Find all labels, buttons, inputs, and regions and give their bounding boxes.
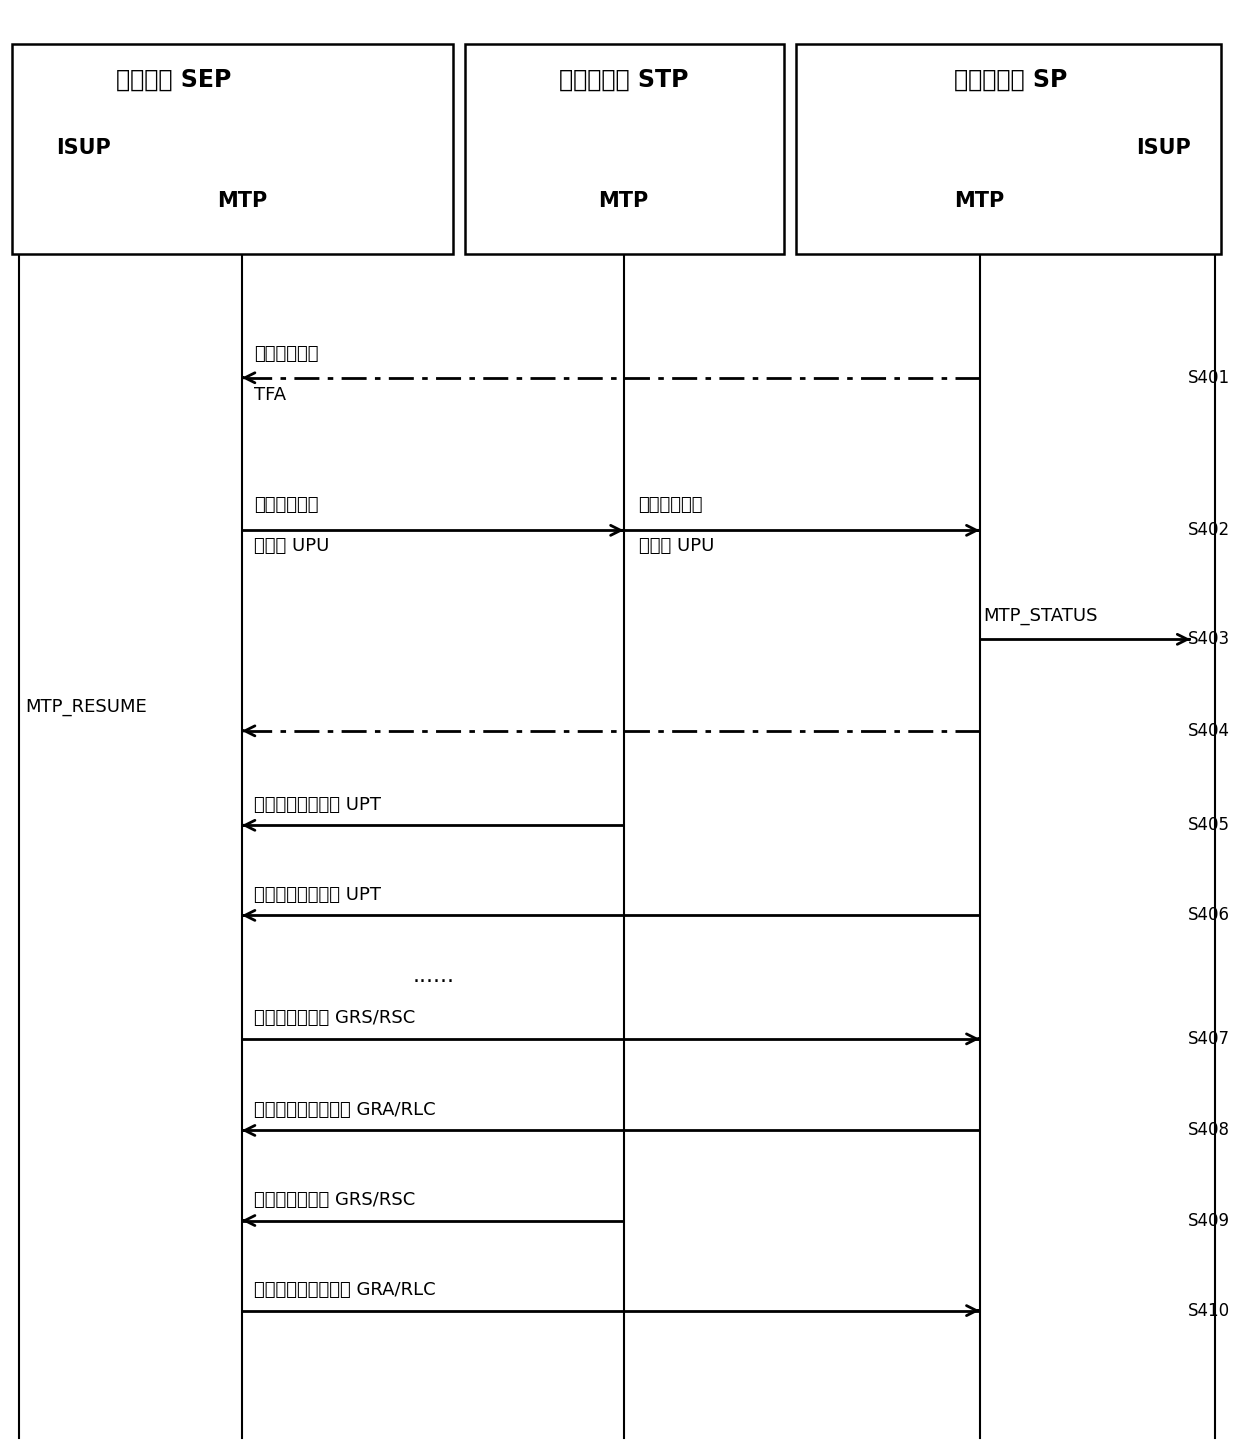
Text: TFA: TFA [254,386,286,404]
Text: MTP: MTP [217,190,267,211]
Text: S407: S407 [1188,1030,1230,1048]
Text: S402: S402 [1188,522,1230,539]
Text: S410: S410 [1188,1302,1230,1319]
Text: （群）复原证实消息 GRA/RLC: （群）复原证实消息 GRA/RLC [254,1282,435,1299]
Text: （群）复原消息 GRS/RSC: （群）复原消息 GRS/RSC [254,1010,415,1027]
Text: S403: S403 [1188,631,1230,648]
Text: MTP_STATUS: MTP_STATUS [983,607,1097,625]
Text: （群）复原证实消息 GRA/RLC: （群）复原证实消息 GRA/RLC [254,1101,435,1119]
Text: S406: S406 [1188,907,1230,924]
Text: MTP: MTP [599,190,649,211]
FancyBboxPatch shape [12,44,453,254]
Text: 对端信令点 SP: 对端信令点 SP [954,68,1068,92]
Text: 信令端点 SEP: 信令端点 SEP [115,68,232,92]
Text: S409: S409 [1188,1212,1230,1229]
Text: ISUP: ISUP [56,138,110,158]
Text: MTP: MTP [955,190,1004,211]
Text: （群）复原消息 GRS/RSC: （群）复原消息 GRS/RSC [254,1191,415,1209]
Text: S408: S408 [1188,1122,1230,1139]
Text: 允许传递消息: 允许传递消息 [254,346,319,363]
Text: S405: S405 [1188,817,1230,834]
Text: ISUP: ISUP [1136,138,1190,158]
Text: 用消息 UPU: 用消息 UPU [639,538,714,555]
Text: 用户部分测试消息 UPT: 用户部分测试消息 UPT [254,796,381,814]
Text: MTP_RESUME: MTP_RESUME [25,699,146,716]
Text: ......: ...... [413,966,455,987]
Text: 用户部分不可: 用户部分不可 [639,497,703,514]
Text: S404: S404 [1188,722,1230,740]
FancyBboxPatch shape [796,44,1221,254]
FancyBboxPatch shape [465,44,784,254]
Text: 信令转接点 STP: 信令转接点 STP [559,68,688,92]
Text: 用消息 UPU: 用消息 UPU [254,538,330,555]
Text: 用户部分不可: 用户部分不可 [254,497,319,514]
Text: S401: S401 [1188,369,1230,386]
Text: 用户部分测试消息 UPT: 用户部分测试消息 UPT [254,886,381,904]
